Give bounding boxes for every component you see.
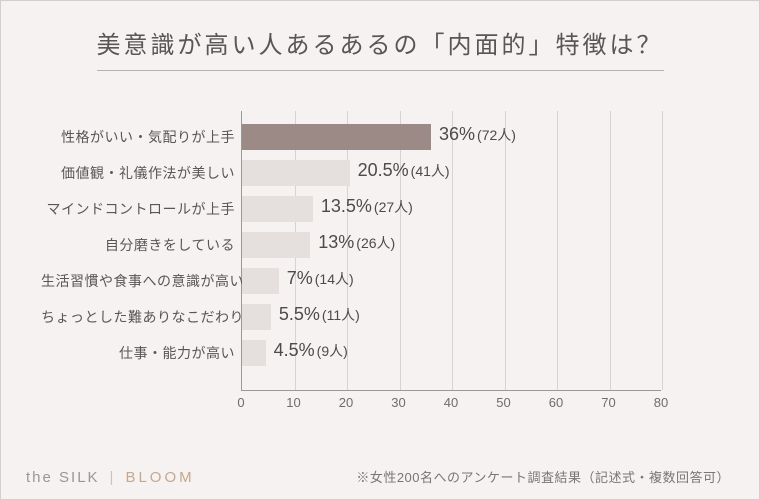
brand-part1: the SILK <box>26 469 100 486</box>
x-tick: 40 <box>444 395 458 410</box>
bar-value: 13%(26人) <box>318 232 395 253</box>
bar-row: ちょっとした難ありなこだわり 5.5%(11人) <box>41 301 719 333</box>
bar-label: 自分磨きをしている <box>41 235 235 255</box>
bar-label: マインドコントロールが上手 <box>41 199 235 219</box>
bar-row: マインドコントロールが上手 13.5%(27人) <box>41 193 719 225</box>
bar-percent: 13% <box>318 232 354 253</box>
bar-count: (11人) <box>322 305 360 325</box>
bar-row: 価値観・礼儀作法が美しい 20.5%(41人) <box>41 157 719 189</box>
bar <box>242 232 310 258</box>
bar-row: 仕事・能力が高い 4.5%(9人) <box>41 337 719 369</box>
bar-count: (26人) <box>356 233 395 253</box>
bar-percent: 7% <box>287 268 313 289</box>
bar <box>242 196 313 222</box>
bar-value: 13.5%(27人) <box>321 196 413 217</box>
bar-count: (72人) <box>477 125 516 145</box>
x-tick: 60 <box>549 395 563 410</box>
page-title: 美意識が高い人あるあるの「内面的」特徴は？ <box>97 25 664 71</box>
bar-row: 自分磨きをしている 13%(26人) <box>41 229 719 261</box>
x-tick: 20 <box>339 395 353 410</box>
x-tick: 50 <box>496 395 510 410</box>
bar-row: 生活習慣や食事への意識が高い 7%(14人) <box>41 265 719 297</box>
bar-percent: 20.5% <box>358 160 409 181</box>
bar-value: 7%(14人) <box>287 268 354 289</box>
bar-label: 仕事・能力が高い <box>41 343 235 363</box>
footer: the SILK | BLOOM ※女性200名へのアンケート調査結果（記述式・… <box>0 467 760 486</box>
brand-separator: | <box>110 469 116 486</box>
bar-percent: 13.5% <box>321 196 372 217</box>
brand-part2: BLOOM <box>125 469 194 486</box>
bar-count: (41人) <box>411 161 450 181</box>
bar-percent: 36% <box>439 124 475 145</box>
brand-logo: the SILK | BLOOM <box>26 469 195 486</box>
x-tick: 0 <box>237 395 244 410</box>
bar-label: ちょっとした難ありなこだわり <box>41 307 235 327</box>
bar-percent: 5.5% <box>279 304 320 325</box>
bar <box>242 268 279 294</box>
x-tick: 80 <box>654 395 668 410</box>
title-wrap: 美意識が高い人あるあるの「内面的」特徴は？ <box>1 1 759 91</box>
bar-label: 価値観・礼儀作法が美しい <box>41 163 235 183</box>
x-tick: 10 <box>286 395 300 410</box>
bar-value: 36%(72人) <box>439 124 516 145</box>
bar-percent: 4.5% <box>274 340 315 361</box>
bar-row: 性格がいい・気配りが上手 36%(72人) <box>41 121 719 153</box>
footnote-text: ※女性200名へのアンケート調査結果（記述式・複数回答可） <box>356 467 730 486</box>
page-container: 美意識が高い人あるあるの「内面的」特徴は？ 0 10 20 30 40 50 60 70 80 性… <box>0 0 760 500</box>
bar-count: (27人) <box>374 197 413 217</box>
bar <box>242 340 266 366</box>
bar-label: 性格がいい・気配りが上手 <box>41 127 235 147</box>
x-tick: 70 <box>601 395 615 410</box>
x-tick: 30 <box>391 395 405 410</box>
bar-label: 生活習慣や食事への意識が高い <box>41 271 235 291</box>
bar <box>242 304 271 330</box>
bar-value: 20.5%(41人) <box>358 160 450 181</box>
bar <box>242 160 350 186</box>
bar-value: 4.5%(9人) <box>274 340 348 361</box>
bar-value: 5.5%(11人) <box>279 304 360 325</box>
bar <box>242 124 431 150</box>
bar-count: (9人) <box>317 341 348 361</box>
bar-count: (14人) <box>315 269 354 289</box>
chart-area: 0 10 20 30 40 50 60 70 80 性格がいい・気配りが上手 36%(72人) 価値観… <box>41 111 719 431</box>
